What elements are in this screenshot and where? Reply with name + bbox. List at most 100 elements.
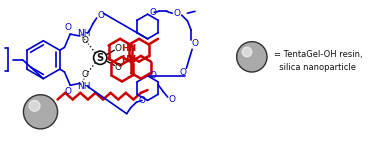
Circle shape [33,104,41,112]
Text: O: O [65,23,72,32]
Circle shape [242,47,257,62]
Circle shape [29,101,46,118]
Text: O: O [179,68,186,76]
Circle shape [32,104,42,113]
Text: O: O [82,36,88,45]
Circle shape [27,98,52,123]
Circle shape [31,102,43,115]
Circle shape [238,43,264,69]
Circle shape [29,100,48,119]
Circle shape [237,42,266,72]
Circle shape [23,95,57,129]
Circle shape [31,102,45,116]
Circle shape [23,95,57,129]
Circle shape [239,44,263,68]
Circle shape [32,103,42,113]
Circle shape [245,50,252,57]
Circle shape [238,43,265,70]
Text: = TentaGel-OH resin,: = TentaGel-OH resin, [274,50,362,59]
Text: NH: NH [77,82,90,91]
Circle shape [26,97,53,125]
Circle shape [33,105,39,111]
Circle shape [239,44,263,68]
Circle shape [24,96,56,127]
Text: HN: HN [121,44,136,53]
Circle shape [242,47,258,63]
Circle shape [244,49,254,59]
Text: silica nanoparticle: silica nanoparticle [274,63,356,72]
Circle shape [25,96,56,127]
Text: O: O [65,87,72,96]
Circle shape [25,96,54,126]
Text: O: O [150,71,157,80]
Circle shape [237,42,267,72]
Circle shape [241,46,260,65]
Circle shape [24,95,56,128]
Circle shape [246,51,251,56]
Circle shape [27,98,51,122]
Text: O: O [82,70,88,79]
Text: O: O [138,96,146,105]
Circle shape [244,49,254,59]
Circle shape [31,103,43,114]
Text: HN: HN [121,55,136,64]
Circle shape [239,44,264,69]
Circle shape [240,45,261,66]
Circle shape [241,46,260,65]
Circle shape [29,100,40,111]
Circle shape [32,103,42,114]
Circle shape [246,51,252,57]
Circle shape [29,100,47,119]
Text: O: O [169,94,176,104]
Text: O: O [115,63,122,72]
Text: O: O [150,8,157,17]
Circle shape [30,101,46,117]
Circle shape [34,106,38,109]
Circle shape [246,51,251,56]
Circle shape [247,52,250,55]
Circle shape [245,50,253,58]
Circle shape [35,106,37,108]
Circle shape [243,48,257,62]
Circle shape [244,49,255,60]
Text: NH: NH [77,29,90,38]
Circle shape [238,43,265,70]
Circle shape [237,42,266,71]
Circle shape [34,105,39,110]
Circle shape [240,45,262,66]
Circle shape [26,98,52,124]
Circle shape [243,49,255,60]
Circle shape [247,52,249,54]
Text: O: O [115,44,122,53]
Text: S: S [97,53,104,63]
Circle shape [247,52,249,54]
Circle shape [28,100,48,120]
Circle shape [29,101,47,118]
Circle shape [33,104,40,112]
Circle shape [25,96,55,126]
Circle shape [243,48,256,61]
Circle shape [30,102,45,116]
Text: O: O [192,39,198,48]
Circle shape [241,46,259,64]
Circle shape [25,97,54,125]
Circle shape [26,97,53,124]
Circle shape [240,45,262,67]
Circle shape [27,98,51,122]
Circle shape [240,46,260,66]
Circle shape [237,42,267,72]
Circle shape [237,42,266,71]
Circle shape [33,104,40,111]
Circle shape [242,47,252,57]
Circle shape [28,99,50,121]
Circle shape [24,95,57,128]
Circle shape [239,44,262,67]
Circle shape [242,47,258,63]
Text: O: O [174,9,180,18]
Circle shape [34,105,38,109]
Circle shape [243,48,256,61]
Circle shape [246,51,250,55]
Circle shape [245,50,253,58]
Circle shape [242,47,259,64]
Circle shape [34,106,37,108]
